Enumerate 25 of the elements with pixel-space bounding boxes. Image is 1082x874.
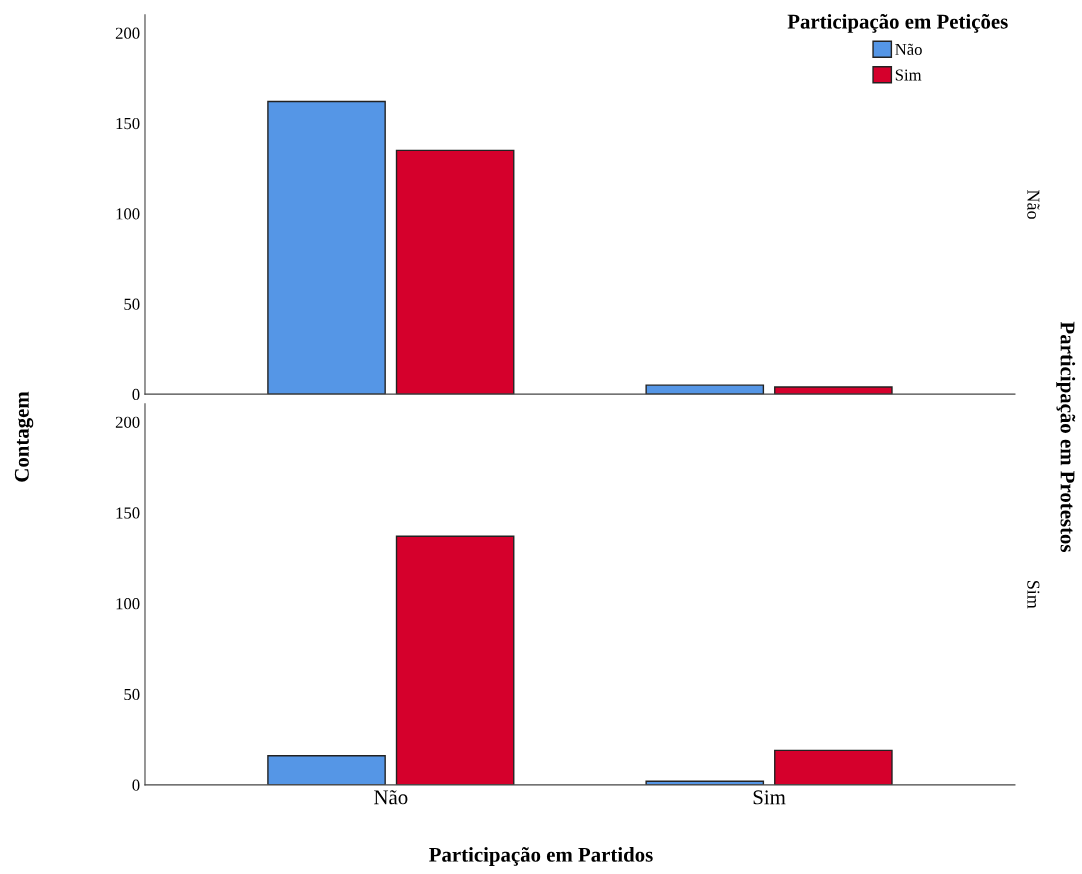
y-tick-label: 100 [116,598,140,610]
y-tick-label: 200 [115,27,140,39]
legend-label: Não [895,43,922,56]
y-tick-label: 50 [124,688,140,701]
bar [267,100,386,395]
text: Não [1027,189,1040,219]
y-axis-title: Contagem [14,391,34,482]
x-axis-title: Participação em Partidos [429,847,653,866]
bar [645,384,765,395]
y-tick-label: 150 [116,117,140,130]
y-tick-label: 50 [124,298,140,310]
bar [774,386,893,395]
bar [395,149,515,395]
bar [395,535,515,785]
legend-label: Sim [895,69,922,81]
bar [267,755,386,785]
text: Sim [1027,580,1040,609]
y-tick-label: 0 [132,779,140,791]
y-tick-label: 150 [116,507,140,519]
bar [774,749,893,785]
y-tick-label: 100 [116,208,140,220]
legend-title: Participação em Petições [787,13,1008,33]
y-tick-label: 200 [115,416,140,428]
y-tick-label: 0 [132,388,140,401]
y2-axis-title: Participação em Protestos [1056,321,1076,552]
